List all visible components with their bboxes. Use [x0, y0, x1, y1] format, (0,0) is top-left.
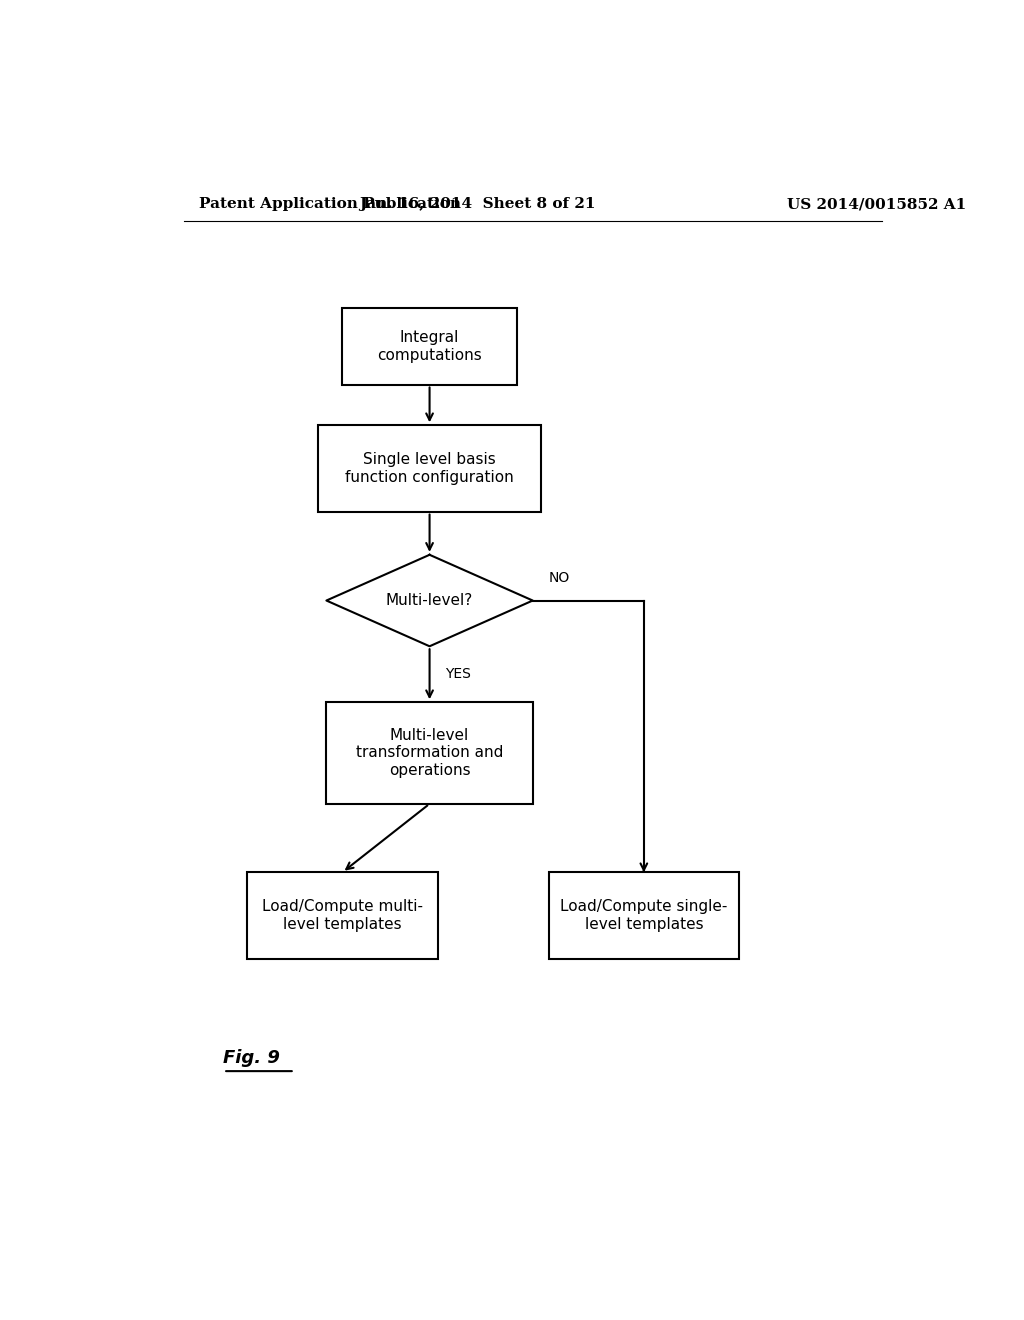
- Text: Load/Compute multi-
level templates: Load/Compute multi- level templates: [262, 899, 423, 932]
- Text: Patent Application Publication: Patent Application Publication: [200, 197, 462, 211]
- Text: Single level basis
function configuration: Single level basis function configuratio…: [345, 453, 514, 484]
- FancyBboxPatch shape: [318, 425, 541, 512]
- FancyBboxPatch shape: [549, 873, 739, 958]
- Text: US 2014/0015852 A1: US 2014/0015852 A1: [786, 197, 966, 211]
- Polygon shape: [327, 554, 532, 647]
- FancyBboxPatch shape: [327, 702, 532, 804]
- Text: Multi-level?: Multi-level?: [386, 593, 473, 609]
- Text: Fig. 9: Fig. 9: [223, 1049, 281, 1067]
- Text: YES: YES: [445, 667, 471, 681]
- Text: NO: NO: [549, 572, 570, 585]
- FancyBboxPatch shape: [342, 309, 517, 384]
- Text: Integral
computations: Integral computations: [377, 330, 482, 363]
- Text: Jan. 16, 2014  Sheet 8 of 21: Jan. 16, 2014 Sheet 8 of 21: [359, 197, 595, 211]
- Text: Load/Compute single-
level templates: Load/Compute single- level templates: [560, 899, 727, 932]
- Text: Multi-level
transformation and
operations: Multi-level transformation and operation…: [356, 729, 503, 777]
- FancyBboxPatch shape: [247, 873, 437, 958]
